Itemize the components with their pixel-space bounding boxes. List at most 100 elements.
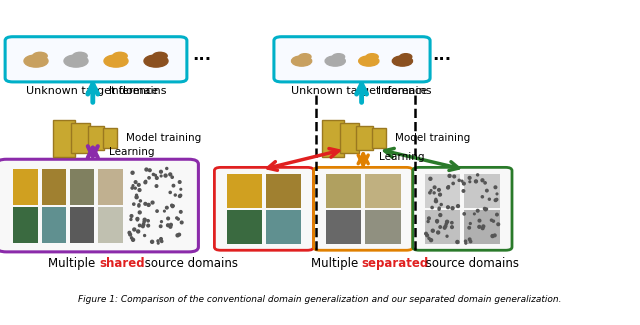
Text: separated: separated bbox=[362, 257, 429, 270]
Point bbox=[124, 230, 134, 235]
Point bbox=[144, 175, 154, 180]
Circle shape bbox=[392, 56, 413, 66]
Point bbox=[163, 223, 173, 228]
Point bbox=[130, 186, 140, 191]
Point bbox=[452, 240, 463, 245]
Point bbox=[472, 172, 483, 177]
Point bbox=[442, 234, 452, 239]
Point bbox=[175, 193, 186, 198]
Point bbox=[139, 219, 149, 225]
Point bbox=[168, 204, 178, 209]
FancyBboxPatch shape bbox=[53, 120, 75, 157]
Point bbox=[482, 188, 492, 193]
Bar bbox=[99, 207, 123, 243]
Point bbox=[486, 217, 497, 223]
Text: Multiple: Multiple bbox=[310, 257, 362, 270]
Bar bbox=[266, 174, 301, 208]
Point bbox=[465, 237, 475, 242]
Bar bbox=[465, 174, 500, 208]
Point bbox=[447, 220, 457, 225]
Point bbox=[426, 188, 436, 193]
Text: Unknown target domains: Unknown target domains bbox=[26, 86, 166, 96]
Point bbox=[167, 175, 177, 180]
Point bbox=[425, 176, 435, 181]
Text: ···: ··· bbox=[192, 51, 211, 69]
FancyBboxPatch shape bbox=[413, 167, 512, 250]
Point bbox=[147, 239, 157, 244]
Point bbox=[493, 222, 503, 227]
Point bbox=[134, 182, 144, 188]
Point bbox=[465, 175, 475, 180]
Point bbox=[131, 179, 141, 185]
Point bbox=[128, 183, 138, 188]
Bar bbox=[365, 210, 401, 244]
Point bbox=[477, 178, 488, 183]
Point bbox=[444, 173, 454, 178]
Point bbox=[492, 197, 502, 202]
Point bbox=[474, 224, 484, 229]
Point bbox=[460, 239, 470, 244]
Point bbox=[170, 192, 180, 198]
Point bbox=[141, 167, 152, 172]
Point bbox=[177, 220, 187, 225]
Point bbox=[134, 203, 144, 209]
Point bbox=[141, 179, 151, 184]
FancyBboxPatch shape bbox=[274, 37, 430, 82]
Text: Learning: Learning bbox=[109, 147, 154, 157]
Text: Multiple: Multiple bbox=[48, 257, 99, 270]
Point bbox=[165, 172, 175, 177]
Point bbox=[490, 185, 500, 190]
FancyBboxPatch shape bbox=[340, 123, 359, 153]
Point bbox=[140, 233, 150, 238]
Point bbox=[150, 173, 161, 178]
Text: ···: ··· bbox=[432, 51, 451, 69]
Point bbox=[434, 205, 444, 211]
Point bbox=[153, 238, 163, 243]
Point bbox=[459, 211, 469, 216]
Point bbox=[133, 229, 143, 234]
Point bbox=[479, 206, 490, 211]
Point bbox=[147, 200, 157, 205]
Point bbox=[126, 214, 136, 219]
Point bbox=[469, 211, 479, 216]
Point bbox=[165, 224, 175, 229]
FancyBboxPatch shape bbox=[5, 37, 187, 82]
Bar bbox=[425, 210, 461, 244]
FancyBboxPatch shape bbox=[356, 126, 373, 150]
Point bbox=[488, 219, 499, 224]
Point bbox=[480, 180, 490, 186]
Bar bbox=[465, 210, 500, 244]
Bar bbox=[365, 174, 401, 208]
Point bbox=[125, 232, 135, 237]
Point bbox=[481, 207, 491, 212]
Circle shape bbox=[325, 56, 346, 66]
Point bbox=[443, 185, 453, 190]
Bar bbox=[266, 210, 301, 244]
Point bbox=[128, 237, 138, 242]
Point bbox=[132, 216, 143, 222]
Bar bbox=[99, 169, 123, 205]
Point bbox=[454, 178, 464, 183]
Text: source domains: source domains bbox=[141, 257, 239, 270]
Bar bbox=[326, 174, 361, 208]
Circle shape bbox=[113, 52, 127, 59]
Point bbox=[163, 216, 173, 221]
Bar bbox=[13, 169, 38, 205]
Point bbox=[157, 239, 167, 244]
Point bbox=[126, 217, 136, 222]
Point bbox=[175, 194, 185, 199]
Point bbox=[435, 224, 445, 229]
Point bbox=[131, 195, 141, 200]
Point bbox=[134, 210, 145, 215]
Circle shape bbox=[400, 54, 412, 60]
Point bbox=[162, 166, 172, 171]
Point bbox=[440, 224, 451, 229]
Bar bbox=[227, 174, 262, 208]
Point bbox=[464, 225, 474, 230]
Point bbox=[152, 183, 162, 188]
FancyBboxPatch shape bbox=[103, 128, 117, 148]
Point bbox=[127, 186, 138, 191]
Point bbox=[429, 190, 439, 195]
Point bbox=[429, 185, 440, 190]
Point bbox=[134, 188, 145, 193]
